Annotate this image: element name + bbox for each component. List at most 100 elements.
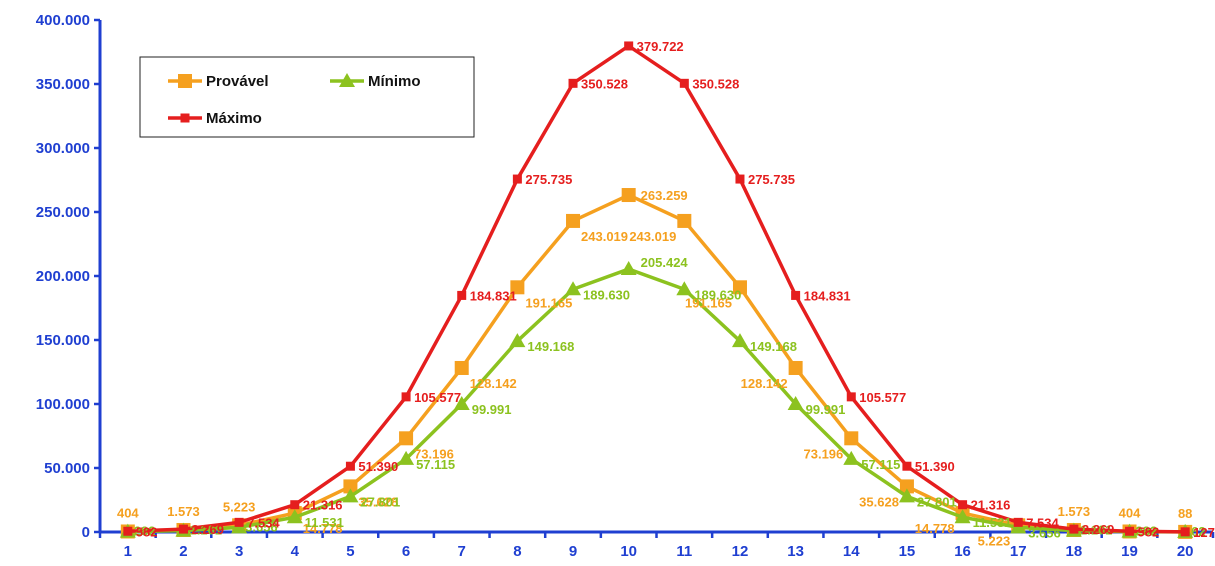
data-label: 128.142 — [741, 376, 788, 391]
data-label: 263.259 — [641, 188, 688, 203]
data-label: 5.223 — [223, 499, 256, 514]
y-tick-label: 250.000 — [36, 204, 90, 221]
data-label: 7.534 — [1026, 515, 1059, 530]
x-tick-label: 5 — [346, 543, 354, 560]
data-label: 1.101 — [189, 523, 222, 538]
data-point — [286, 509, 303, 524]
x-tick-label: 7 — [458, 543, 466, 560]
series-layer — [119, 41, 1194, 539]
data-point — [565, 281, 582, 296]
data-label: 275.735 — [525, 172, 572, 187]
x-tick-label: 1 — [124, 543, 132, 560]
data-point — [898, 488, 915, 503]
axes: 0 50.000 100.000 150.000 200.000 250.000 300.0… — [36, 12, 1215, 560]
data-label: 191.165 — [525, 295, 572, 310]
data-point — [510, 280, 525, 295]
x-tick-label: 11 — [676, 543, 692, 560]
data-label: 189.630 — [694, 287, 741, 302]
data-point — [178, 524, 188, 534]
series-minimo — [119, 261, 1194, 538]
data-label: 2.269 — [1082, 522, 1115, 537]
data-label: 57.115 — [416, 457, 455, 472]
data-label: 243.019 — [581, 229, 628, 244]
legend-item: Provável — [168, 73, 269, 90]
data-label: 99.991 — [472, 402, 512, 417]
data-label: 27.801 — [360, 494, 400, 509]
data-label: 51.390 — [358, 459, 398, 474]
data-label: 21.316 — [971, 498, 1011, 513]
data-label: 350.528 — [692, 76, 739, 91]
data-label: 191.165 — [685, 295, 732, 310]
data-label: 379.722 — [637, 39, 684, 54]
data-point — [958, 500, 968, 510]
data-point — [843, 450, 860, 465]
x-tick-label: 13 — [787, 543, 804, 560]
x-tick-label: 9 — [569, 543, 577, 560]
data-point — [234, 517, 244, 527]
data-point — [290, 500, 300, 510]
data-label: 73.196 — [804, 446, 844, 461]
data-label: 21.316 — [303, 498, 343, 513]
x-tick-label: 19 — [1121, 543, 1138, 560]
x-tick-label: 4 — [291, 543, 300, 560]
x-tick-label: 12 — [732, 543, 749, 560]
data-label: 35.628 — [859, 494, 899, 509]
legend: Provável Mínimo Máximo — [139, 56, 475, 138]
series-maximo — [123, 41, 1190, 537]
data-label: 189.630 — [583, 287, 630, 302]
data-label: 1.573 — [167, 504, 200, 519]
legend-marker — [180, 113, 190, 123]
series-line — [127, 267, 1186, 534]
data-label: 105.577 — [414, 390, 461, 405]
y-tick-label: 0 — [82, 524, 90, 541]
data-label: 275.735 — [748, 172, 795, 187]
data-label: 2.269 — [191, 522, 224, 537]
data-point — [677, 213, 692, 228]
series-line — [127, 44, 1186, 534]
data-label: 404 — [117, 505, 139, 520]
data-point — [454, 360, 469, 375]
data-label: 11.531 — [305, 515, 344, 530]
y-tick-label: 350.000 — [36, 76, 90, 93]
data-point — [512, 174, 522, 184]
data-label: 205.424 — [641, 255, 689, 270]
data-point — [401, 392, 411, 402]
data-point — [899, 479, 914, 494]
legend-label: Mínimo — [368, 73, 421, 90]
data-point — [342, 488, 359, 503]
data-point — [1069, 524, 1079, 534]
data-label: 14.778 — [303, 521, 343, 536]
data-point — [788, 360, 803, 375]
data-point — [345, 461, 355, 471]
data-point — [1013, 517, 1023, 527]
data-point — [844, 431, 859, 446]
data-labels-layer: 404 1.573 5.223 14.778 35.628 73.196 128.142 19… — [117, 39, 1215, 548]
data-label: 184.831 — [470, 288, 517, 303]
x-tick-label: 20 — [1177, 543, 1194, 560]
legend-marker — [178, 74, 192, 88]
data-label: 14.778 — [915, 521, 955, 536]
data-label: 282 — [134, 524, 156, 539]
y-tick-label: 150.000 — [36, 332, 90, 349]
x-tick-label: 16 — [954, 543, 971, 560]
data-label: 127 — [1193, 525, 1215, 540]
data-point — [735, 174, 745, 184]
data-label: 404 — [1119, 505, 1141, 520]
data-label: 11.531 — [973, 515, 1012, 530]
legend-item: Máximo — [168, 110, 262, 127]
data-label: 282 — [1136, 524, 1158, 539]
y-tick-label: 400.000 — [36, 12, 90, 29]
data-point — [731, 333, 748, 348]
data-point — [399, 431, 414, 446]
data-point — [620, 261, 637, 276]
data-point — [1180, 527, 1190, 537]
data-label: 149.168 — [750, 339, 797, 354]
data-label: 105.577 — [859, 390, 906, 405]
series-line — [127, 193, 1186, 534]
data-point — [566, 213, 581, 228]
x-tick-label: 2 — [179, 543, 187, 560]
x-tick-label: 3 — [235, 543, 243, 560]
data-point — [732, 280, 747, 295]
data-point — [679, 78, 689, 88]
data-label: 62 — [1191, 524, 1205, 539]
